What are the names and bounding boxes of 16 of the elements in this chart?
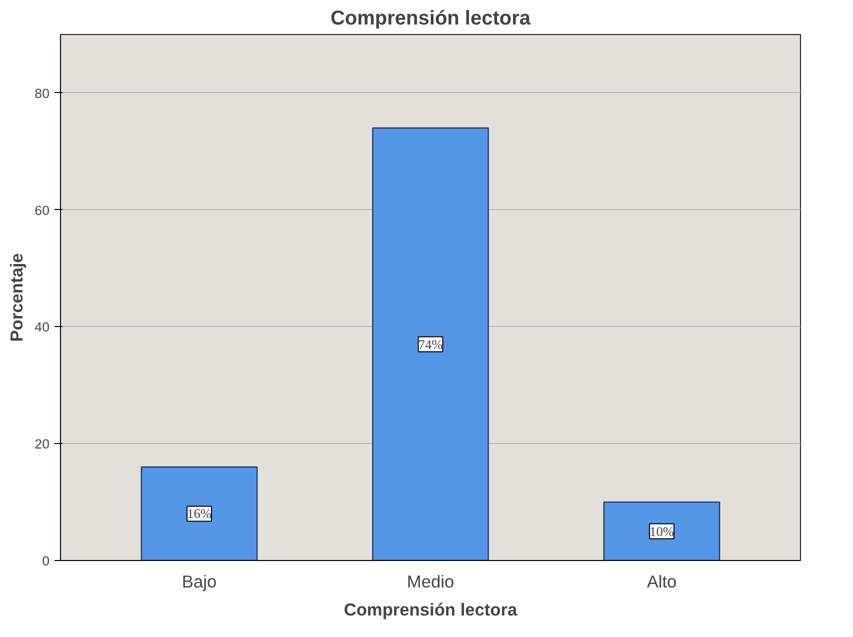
data-label: 10% (650, 524, 674, 539)
bar (140, 466, 258, 560)
bar (603, 501, 720, 560)
bar (372, 127, 489, 560)
y-tick-label: 0 (42, 554, 50, 568)
y-tick-label: 80 (34, 86, 50, 101)
data-label: 16% (187, 506, 212, 522)
chart-title: Comprensión lectora (330, 8, 532, 30)
y-tick-label: 60 (34, 202, 50, 218)
x-tick-label: Medio (406, 572, 454, 592)
y-tick-label: 20 (34, 436, 50, 452)
y-tick-label: 40 (34, 320, 50, 335)
x-tick-label: Alto (646, 572, 677, 592)
x-axis-title: Comprensión lectora (344, 600, 518, 620)
x-tick-label: Bajo (182, 572, 217, 592)
y-axis-title: Porcentaje (6, 252, 27, 342)
